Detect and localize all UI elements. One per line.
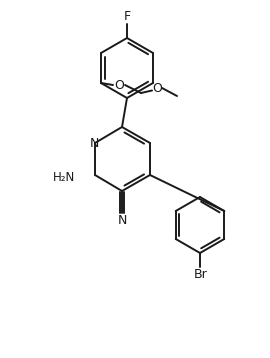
Text: O: O bbox=[152, 82, 162, 95]
Text: Br: Br bbox=[194, 268, 208, 281]
Text: O: O bbox=[114, 78, 124, 92]
Text: N: N bbox=[117, 213, 127, 227]
Text: N: N bbox=[89, 136, 99, 150]
Text: H₂N: H₂N bbox=[53, 170, 75, 184]
Text: F: F bbox=[123, 10, 131, 23]
